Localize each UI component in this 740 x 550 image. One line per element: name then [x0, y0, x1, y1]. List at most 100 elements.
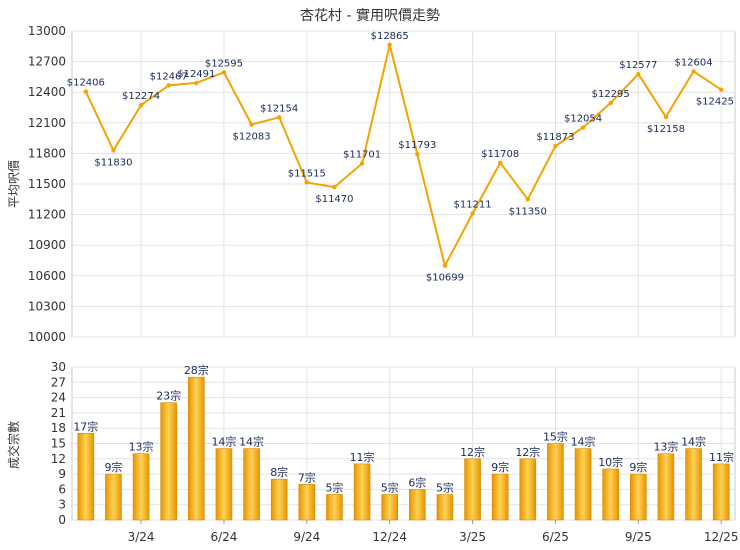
price-data-label: $10699	[426, 273, 464, 284]
volume-bar	[132, 453, 150, 521]
volume-tick-label: 27	[51, 375, 66, 389]
price-point	[249, 122, 254, 127]
x-tick-label: 9/25	[625, 530, 652, 544]
x-tick-label: 9/24	[293, 530, 320, 544]
price-data-label: $11873	[536, 132, 574, 143]
volume-data-label: 8宗	[270, 465, 288, 479]
x-tick-label: 12/25	[704, 530, 739, 544]
price-tick-label: 12400	[28, 85, 66, 99]
price-data-label: $11793	[398, 140, 436, 151]
price-point	[194, 80, 199, 86]
x-tick-label: 6/24	[210, 530, 237, 544]
volume-data-label: 5宗	[381, 481, 399, 495]
price-data-label: $11470	[315, 194, 353, 205]
volume-data-label: 9宗	[491, 460, 509, 474]
price-point	[111, 148, 116, 153]
price-data-label: $12158	[647, 124, 685, 135]
price-point	[276, 115, 282, 120]
volume-data-label: 12宗	[460, 445, 485, 459]
price-data-label: $12491	[177, 69, 215, 80]
price-point	[663, 114, 669, 120]
volume-bar	[602, 468, 619, 521]
price-point	[166, 83, 171, 88]
volume-data-label: 14宗	[571, 435, 596, 449]
price-point	[415, 151, 420, 157]
x-tick-label: 3/24	[128, 530, 155, 544]
volume-data-label: 11宗	[350, 450, 375, 464]
volume-bar	[270, 478, 288, 521]
price-data-label: $12406	[67, 78, 105, 89]
price-point	[138, 102, 144, 108]
volume-bar	[381, 494, 398, 521]
chart-title: 杏花村 - 實用呎價走勢	[300, 7, 440, 24]
volume-bar	[630, 473, 647, 521]
volume-bar	[77, 432, 95, 521]
volume-bar	[657, 453, 675, 521]
volume-data-label: 9宗	[104, 460, 122, 474]
price-data-label: $12295	[592, 89, 630, 100]
volume-bar	[712, 463, 730, 521]
price-data-label: $12083	[232, 132, 270, 143]
volume-data-label: 11宗	[709, 450, 734, 464]
price-tick-label: 13000	[28, 24, 66, 38]
volume-tick-label: 0	[58, 513, 66, 527]
volume-data-label: 12宗	[515, 445, 540, 459]
volume-bar	[243, 448, 260, 521]
price-point	[636, 71, 641, 77]
price-axis-label: 平均呎價	[7, 160, 21, 208]
price-data-label: $11350	[509, 206, 547, 217]
volume-axis-label: 成交宗數	[6, 421, 21, 469]
price-tick-label: 11200	[28, 208, 66, 222]
volume-bar	[326, 494, 343, 521]
volume-data-label: 15宗	[543, 430, 568, 444]
volume-bar	[215, 448, 233, 521]
price-point	[608, 100, 613, 106]
volume-bar	[105, 473, 122, 521]
volume-data-label: 14宗	[211, 435, 236, 449]
price-data-label: $12595	[205, 58, 243, 69]
price-point	[525, 197, 531, 202]
price-point	[470, 211, 475, 216]
price-data-label: $11830	[94, 157, 132, 168]
volume-data-label: 14宗	[681, 435, 706, 449]
price-data-label: $12154	[260, 103, 298, 114]
price-tick-label: 11500	[28, 177, 66, 191]
price-data-label: $12604	[674, 57, 712, 68]
price-tick-label: 10000	[28, 330, 66, 344]
price-point	[718, 87, 724, 92]
price-point	[497, 160, 503, 165]
volume-data-label: 7宗	[298, 470, 316, 484]
price-tick-label: 12100	[28, 116, 66, 130]
volume-tick-label: 15	[51, 437, 66, 451]
price-data-label: $12865	[371, 31, 409, 42]
volume-data-label: 6宗	[408, 475, 426, 489]
volume-bar	[464, 458, 481, 521]
volume-data-label: 5宗	[436, 481, 454, 495]
price-data-label: $11515	[288, 168, 326, 179]
price-series-line	[84, 43, 722, 267]
volume-bar	[409, 489, 426, 521]
price-point	[304, 180, 310, 185]
x-tick-label: 12/24	[372, 530, 407, 544]
price-point	[332, 184, 337, 190]
volume-tick-label: 12	[51, 452, 66, 466]
volume-bar	[160, 402, 177, 521]
volume-bar	[188, 376, 205, 521]
x-tick-label: 3/25	[459, 530, 486, 544]
volume-tick-label: 3	[58, 498, 66, 512]
x-tick-label: 6/25	[542, 530, 569, 544]
price-point	[580, 125, 586, 130]
price-tick-label: 10300	[28, 299, 66, 313]
volume-tick-label: 24	[51, 391, 66, 405]
price-line-chart: 10000 10300 10600 10900 11200 11500 11800 12100…	[28, 24, 736, 344]
price-tick-label: 10600	[28, 269, 66, 283]
volume-tick-label: 18	[51, 421, 66, 435]
price-data-label: $11708	[481, 149, 519, 160]
volume-data-label: 10宗	[598, 455, 623, 469]
volume-data-label: 17宗	[73, 419, 98, 433]
volume-bar	[436, 494, 454, 521]
price-tick-label: 12700	[28, 55, 66, 69]
